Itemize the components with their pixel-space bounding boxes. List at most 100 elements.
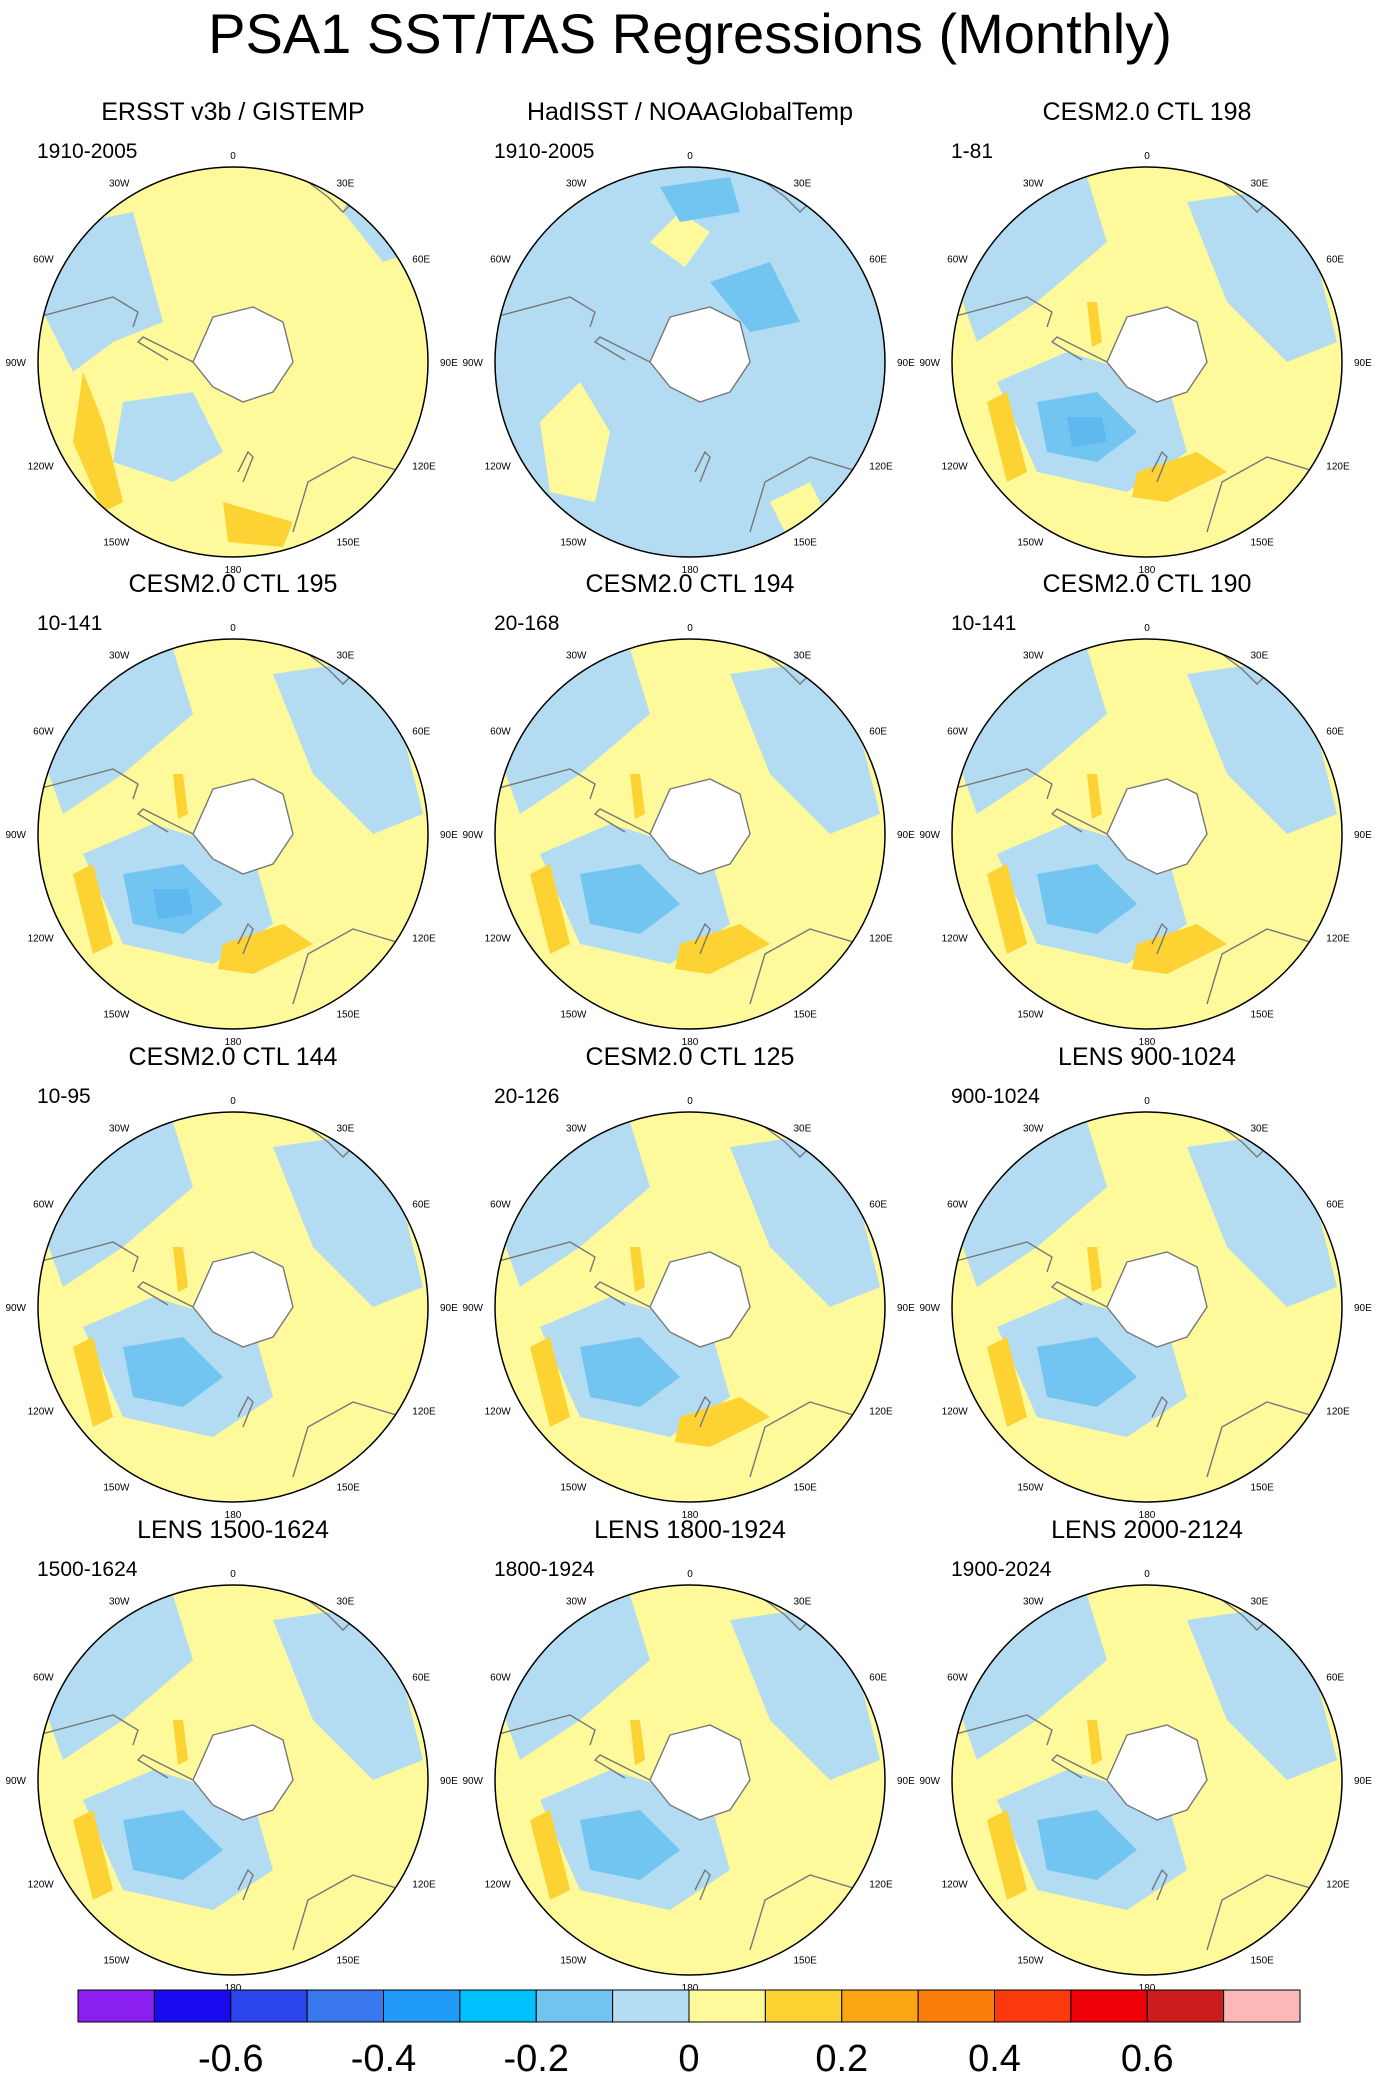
longitude-label: 90W (5, 1776, 26, 1787)
panel-title: LENS 1500-1624 (137, 1516, 329, 1544)
map-boundary (951, 1584, 1343, 1976)
positive-anomaly (530, 1337, 570, 1427)
longitude-label: 150W (1017, 1955, 1044, 1966)
negative-anomaly (1067, 417, 1107, 447)
africa-coastline (764, 1599, 811, 1631)
peninsula-coastline (1050, 1281, 1108, 1308)
panel-period: 1800-1924 (494, 1558, 595, 1581)
longitude-label: 90W (5, 830, 26, 841)
longitude-label: 150W (560, 537, 587, 548)
antarctica (650, 307, 750, 402)
longitude-label: 0 (687, 623, 693, 634)
south-america-coastline (952, 1714, 1053, 1746)
longitude-label: 150E (337, 537, 361, 548)
map-panel: 0 30E 60E 90E 120E 150E 180 150W 120W 90W 60W 30W ER… (3, 90, 463, 576)
map-boundary (494, 1584, 886, 1976)
longitude-label: 90E (897, 1776, 915, 1787)
map-disc: 0 30E 60E 90E 120E 150E 180 150W 120W 90W 60W 30W (5, 151, 458, 576)
south-america-coastline (495, 1241, 596, 1273)
panel-title: CESM2.0 CTL 198 (1042, 98, 1252, 126)
antarctica (1107, 307, 1207, 402)
africa-coastline (1221, 653, 1268, 685)
positive-anomaly (1087, 774, 1102, 819)
longitude-label: 60E (412, 727, 430, 738)
longitude-label: 30E (794, 651, 812, 662)
longitude-label: 180 (682, 1983, 699, 1994)
map-boundary (37, 166, 429, 558)
longitude-label: 180 (1139, 565, 1156, 576)
longitude-label: 150E (794, 537, 818, 548)
positive-anomaly (73, 1810, 113, 1900)
map-panel: 0 30E 60E 90E 120E 150E 180 150W 120W 90W 60W 30W Ha… (460, 90, 920, 576)
longitude-label: 90W (462, 1776, 483, 1787)
antarctica (1107, 1252, 1207, 1347)
panel-period: 1910-2005 (494, 140, 595, 163)
positive-anomaly (530, 1810, 570, 1900)
longitude-label: 120E (412, 1880, 436, 1891)
south-america-coastline (495, 1714, 596, 1746)
positive-anomaly (1087, 1720, 1102, 1765)
map-panel: 0 30E 60E 90E 120E 150E 180 150W 120W 90W 60W 30W LE… (3, 1508, 463, 1994)
longitude-label: 30E (794, 1597, 812, 1608)
south-america-coastline (38, 296, 139, 328)
longitude-label: 0 (1144, 151, 1150, 162)
longitude-label: 150E (337, 1009, 361, 1020)
map-panel: 0 30E 60E 90E 120E 150E 180 150W 120W 90W 60W 30W CE… (3, 562, 463, 1048)
negative-anomaly (38, 649, 193, 814)
longitude-label: 0 (687, 151, 693, 162)
longitude-label: 30E (794, 179, 812, 190)
negative-anomaly (153, 889, 193, 919)
antarctica-coastline (192, 778, 294, 875)
panel-period: 1900-2024 (951, 1558, 1052, 1581)
positive-anomaly (987, 864, 1027, 954)
longitude-label: 0 (230, 1569, 236, 1580)
longitude-label: 0 (230, 1096, 236, 1107)
longitude-label: 30W (1023, 651, 1044, 662)
africa-coastline (307, 1126, 354, 1158)
longitude-label: 90E (440, 830, 458, 841)
panel-title: CESM2.0 CTL 194 (585, 570, 795, 598)
longitude-label: 0 (230, 151, 236, 162)
longitude-label: 180 (682, 1510, 699, 1521)
polar-map: 0 30E 60E 90E 120E 150E 180 150W 120W 90W 60W 30W (919, 1569, 1372, 1994)
positive-anomaly (675, 924, 770, 974)
antarctica-coastline (649, 778, 751, 875)
polar-map: 0 30E 60E 90E 120E 150E 180 150W 120W 90W 60W 30W (5, 151, 458, 576)
peninsula-coastline (136, 336, 194, 363)
panel-period: 1910-2005 (37, 140, 138, 163)
panel-period: 20-168 (494, 612, 560, 635)
positive-anomaly (173, 1247, 188, 1292)
longitude-label: 90W (919, 358, 940, 369)
longitude-label: 90E (897, 830, 915, 841)
positive-anomaly (987, 392, 1027, 482)
longitude-label: 120E (869, 1407, 893, 1418)
antarctica-coastline (192, 306, 294, 403)
map-boundary (37, 1584, 429, 1976)
longitude-label: 60W (33, 255, 54, 266)
longitude-label: 30E (337, 1597, 355, 1608)
negative-anomaly (1037, 864, 1137, 934)
africa-coastline (307, 181, 354, 213)
antarctica-coastline (649, 1724, 751, 1821)
positive-anomaly (73, 1337, 113, 1427)
longitude-label: 30W (109, 651, 130, 662)
polar-map: 0 30E 60E 90E 120E 150E 180 150W 120W 90W 60W 30W (462, 151, 915, 576)
map-boundary (494, 638, 886, 1030)
longitude-label: 0 (230, 623, 236, 634)
longitude-label: 60W (490, 1673, 511, 1684)
peninsula-coastline (593, 1281, 651, 1308)
longitude-label: 150E (794, 1955, 818, 1966)
negative-anomaly (38, 1595, 193, 1760)
figure-title: PSA1 SST/TAS Regressions (Monthly) (208, 2, 1172, 65)
africa-coastline (1221, 1599, 1268, 1631)
peninsula-coastline (1050, 808, 1108, 835)
negative-anomaly (495, 649, 650, 814)
longitude-label: 120E (1326, 934, 1350, 945)
panel-period: 10-141 (37, 612, 103, 635)
panel-period: 20-126 (494, 1085, 560, 1108)
new-zealand-coastline (237, 1868, 254, 1901)
africa-coastline (764, 181, 811, 213)
peninsula-coastline (136, 1281, 194, 1308)
longitude-label: 0 (1144, 623, 1150, 634)
